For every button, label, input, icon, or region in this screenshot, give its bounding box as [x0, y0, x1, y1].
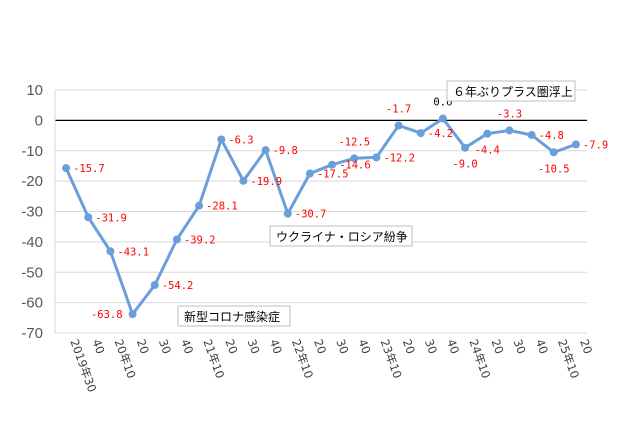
- data-point: [305, 169, 314, 178]
- data-point: [549, 148, 558, 157]
- data-label: -4.8: [539, 130, 564, 142]
- data-label: -54.2: [162, 280, 194, 292]
- y-tick-label: -50: [21, 264, 43, 281]
- x-tick-label: 40: [444, 337, 462, 356]
- data-label: -10.5: [538, 163, 570, 175]
- x-tick-label: 30: [245, 337, 263, 356]
- data-point: [527, 130, 536, 139]
- y-tick-label: -10: [21, 143, 43, 160]
- y-tick-label: -20: [21, 173, 43, 190]
- data-label: -1.7: [386, 104, 411, 116]
- x-tick-label: 30: [511, 337, 529, 356]
- x-tick-label: 40: [267, 337, 285, 356]
- x-tick-label: 30: [156, 337, 174, 356]
- data-label: -15.7: [73, 163, 105, 175]
- data-point: [195, 201, 204, 210]
- data-label: -4.4: [475, 145, 500, 157]
- data-point: [438, 114, 447, 123]
- annotation-box: [269, 225, 413, 247]
- data-point: [483, 129, 492, 138]
- data-point: [372, 153, 381, 162]
- data-point: [150, 281, 159, 290]
- y-tick-label: -30: [21, 204, 43, 221]
- data-label: -14.6: [339, 160, 371, 172]
- x-tick-label: 20: [400, 337, 418, 356]
- data-label: -63.8: [91, 309, 123, 321]
- data-label: -9.8: [273, 145, 298, 157]
- x-tick-label: 20: [488, 337, 506, 356]
- x-tick-label: 20: [311, 337, 329, 356]
- data-point: [261, 146, 270, 155]
- data-labels: -15.7 -31.9 -43.1 -63.8 -54.2 -39.2 -28.1 -6.3 -…: [73, 97, 608, 322]
- x-tick-label: 40: [355, 337, 373, 356]
- data-label: -17.5: [317, 169, 349, 181]
- y-tick-label: 10: [26, 82, 43, 99]
- data-point: [172, 235, 181, 244]
- data-point: [571, 140, 580, 149]
- data-point: [128, 310, 137, 319]
- data-label: -31.9: [95, 212, 127, 224]
- data-point: [505, 126, 514, 135]
- x-tick-label: 20: [134, 337, 152, 356]
- data-point: [350, 154, 359, 163]
- x-tick-label: 40: [533, 337, 551, 356]
- data-label: -12.2: [383, 152, 415, 164]
- data-label: -19.9: [250, 176, 282, 188]
- annotation-box: [177, 305, 291, 327]
- y-tick-label: -60: [21, 295, 43, 312]
- data-label: -6.3: [228, 135, 253, 147]
- annotation: ウクライナ・ロシア紛争: [269, 225, 413, 247]
- annotation-box: [446, 80, 576, 102]
- data-point: [239, 176, 248, 185]
- annotation-text: 新型コロナ感染症: [184, 309, 280, 324]
- y-tick-label: 0: [35, 112, 43, 129]
- data-point: [217, 135, 226, 144]
- data-point: [328, 160, 337, 169]
- y-tick-label: -70: [21, 325, 43, 342]
- x-tick-label: 20: [577, 337, 595, 356]
- annotation-text: ６年ぶりプラス圏浮上: [453, 85, 573, 99]
- data-label: -9.0: [452, 159, 477, 171]
- data-point: [106, 247, 115, 256]
- x-tick-label: 30: [422, 337, 440, 356]
- data-label: -4.2: [428, 128, 453, 140]
- data-point: [84, 213, 93, 222]
- data-point: [62, 164, 71, 173]
- x-tick-label: 20: [222, 337, 240, 356]
- data-label: -7.9: [583, 139, 608, 151]
- x-tick-label: 40: [178, 337, 196, 356]
- annotation: ６年ぶりプラス圏浮上: [446, 80, 576, 102]
- data-label: -28.1: [206, 201, 238, 213]
- y-tick-label: -40: [21, 234, 43, 251]
- data-point: [416, 129, 425, 138]
- x-tick-label: 40: [89, 337, 107, 356]
- data-label: -3.3: [497, 108, 522, 120]
- data-point: [283, 209, 292, 218]
- x-tick-label: 30: [333, 337, 351, 356]
- annotations: 新型コロナ感染症 ウクライナ・ロシア紛争 ６年ぶりプラス圏浮上: [177, 80, 576, 327]
- y-axis-ticks: 10 0 -10 -20 -30 -40 -50 -60 -70: [21, 82, 43, 342]
- annotation: 新型コロナ感染症: [177, 305, 291, 327]
- annotation-text: ウクライナ・ロシア紛争: [276, 229, 408, 244]
- data-point: [461, 143, 470, 152]
- data-label: -12.5: [338, 136, 370, 148]
- data-label: -43.1: [117, 246, 149, 258]
- data-label: -30.7: [295, 209, 327, 221]
- data-point: [394, 121, 403, 130]
- series-points: [62, 114, 580, 319]
- data-label: -39.2: [184, 234, 216, 246]
